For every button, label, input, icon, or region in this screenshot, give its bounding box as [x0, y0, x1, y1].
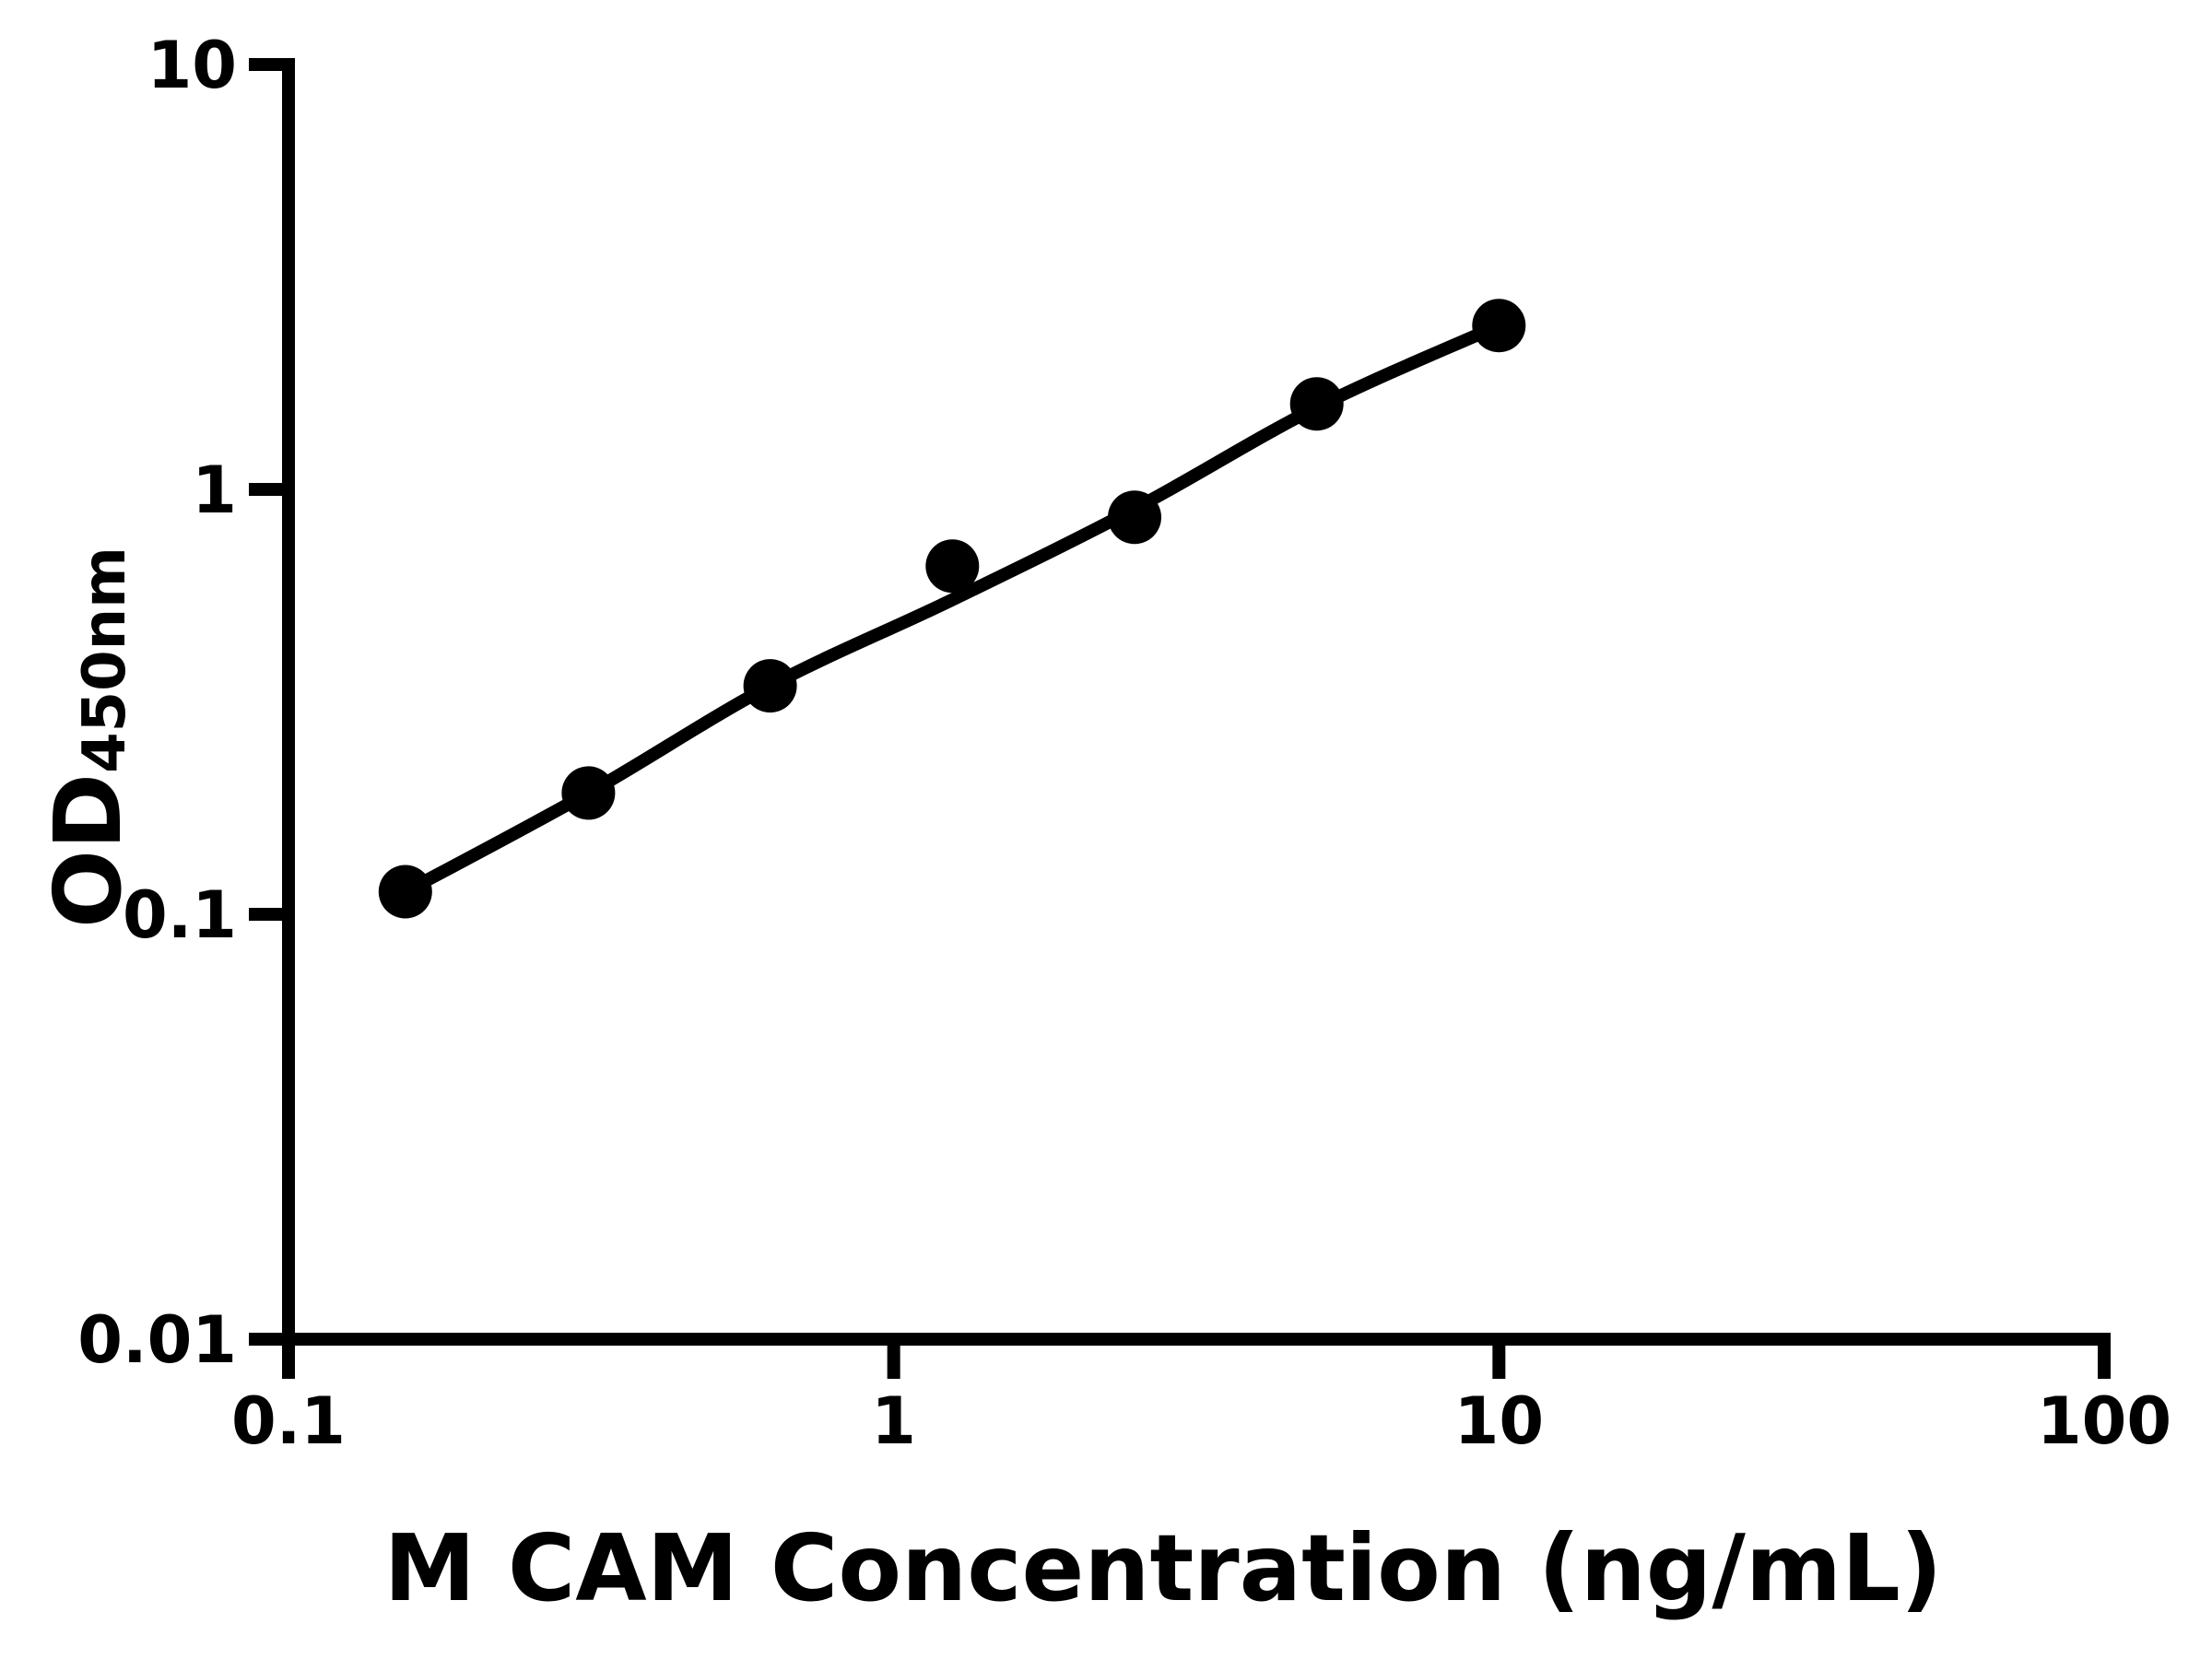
x-tick-label: 100 — [2037, 1383, 2171, 1459]
y-axis-title-subscript: 450nm — [71, 547, 139, 773]
data-point — [1472, 299, 1526, 353]
x-tick-label: 1 — [871, 1383, 916, 1459]
y-axis-title-main: OD — [34, 772, 142, 928]
y-axis-title: OD450nm — [34, 547, 142, 928]
y-tick-label: 0.01 — [77, 1302, 237, 1378]
x-tick-label: 10 — [1454, 1383, 1544, 1459]
data-point — [925, 539, 980, 594]
x-axis-title: M CAM Concentration (ng/mL) — [383, 1514, 1943, 1622]
y-tick-label: 1 — [192, 453, 237, 528]
x-tick-label: 0.1 — [231, 1383, 346, 1459]
data-point — [743, 659, 797, 713]
data-point — [1108, 490, 1161, 545]
data-point — [561, 766, 616, 820]
y-tick-label: 0.1 — [123, 877, 237, 953]
y-tick-label: 10 — [147, 28, 237, 103]
data-point — [1289, 377, 1344, 431]
data-point — [378, 865, 432, 919]
